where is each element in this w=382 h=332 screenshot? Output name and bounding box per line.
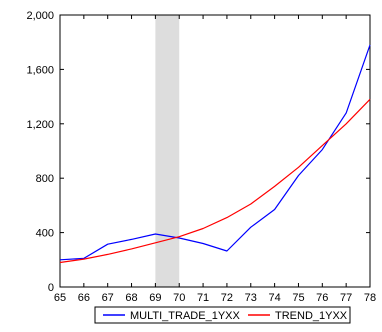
x-tick-label: 76 [316,292,328,304]
x-tick-label: 72 [221,292,233,304]
legend-label: TREND_1YXX [275,310,348,322]
x-tick-label: 75 [292,292,304,304]
legend: MULTI_TRADE_1YXX TREND_1YXX [94,306,351,324]
x-tick-label: 74 [268,292,280,304]
plot-frame [59,14,371,288]
y-tick-label: 0 [48,282,54,294]
legend-box [94,306,351,324]
axes-layer: 0 400 800 1,200 1,600 2,000 65 66 67 68 69 70 71 72 73… [26,10,376,304]
x-tick-label: 70 [173,292,185,304]
series-line-trend-1yxx [59,98,371,264]
y-tick-label: 800 [36,173,54,185]
legend-label: MULTI_TRADE_1YXX [130,310,240,322]
x-tick-label: 68 [125,292,137,304]
shaded-period [155,15,180,287]
recession-shade-layer [155,15,180,287]
x-tick-label: 65 [54,292,66,304]
y-tick-label: 1,200 [26,119,54,131]
y-tick-label: 1,600 [26,64,54,76]
y-tick-label: 2,000 [26,10,54,22]
x-tick-label: 73 [245,292,257,304]
x-tick-label: 69 [149,292,161,304]
series-line-multi-trade-1yxx [59,44,371,261]
x-tick-label: 66 [78,292,90,304]
series-layer [59,44,371,264]
x-tick-label: 67 [102,292,114,304]
x-tick-label: 71 [197,292,209,304]
x-tick-label: 77 [340,292,352,304]
y-tick-label: 400 [36,228,54,240]
x-tick-label: 78 [364,292,376,304]
